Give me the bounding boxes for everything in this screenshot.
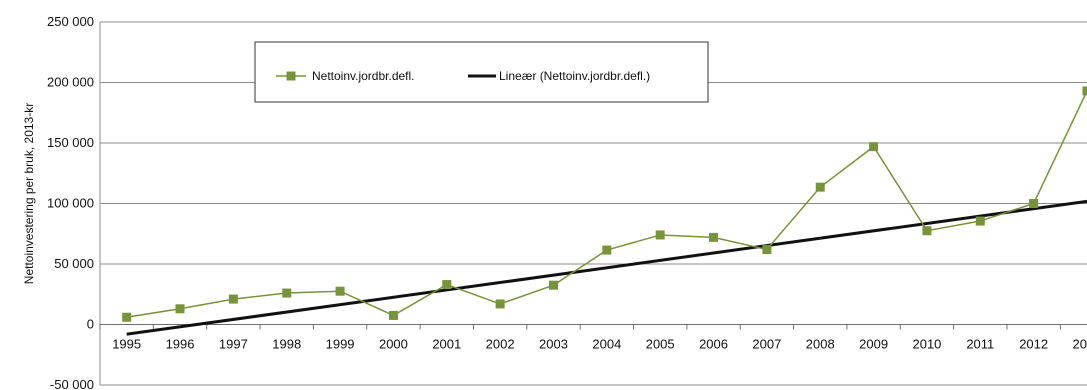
y-tick-label: 150 000 <box>47 135 94 150</box>
data-point <box>815 182 825 192</box>
y-tick-label: -50 000 <box>50 377 94 390</box>
x-tick-label: 1996 <box>166 337 195 352</box>
data-line <box>126 90 1087 318</box>
x-tick-label: 2008 <box>806 337 835 352</box>
data-point <box>922 226 932 236</box>
data-point <box>335 286 345 296</box>
legend-box <box>254 41 709 103</box>
data-point <box>388 310 398 320</box>
legend-label-trend: Lineær (Nettoinv.jordbr.defl.) <box>499 69 650 83</box>
x-tick-label: 1999 <box>326 337 355 352</box>
x-tick-label: 2011 <box>966 337 994 352</box>
x-tick-label: 2003 <box>539 337 568 352</box>
y-tick-label: 200 000 <box>47 75 94 90</box>
x-tick-label: 1995 <box>112 337 141 352</box>
data-point <box>175 304 185 314</box>
data-point <box>655 230 665 240</box>
data-point <box>602 245 612 255</box>
data-point <box>548 280 558 290</box>
axes: 250 000 200 000 150 000 100 000 50 000 0 -50 0… <box>22 14 1087 390</box>
x-tick-label: 2001 <box>432 337 461 352</box>
x-tick-label: 2002 <box>486 337 515 352</box>
y-tick-label: 50 000 <box>54 256 94 271</box>
x-tick-label: 2013 <box>1073 337 1087 352</box>
x-tick-label: 2004 <box>592 337 621 352</box>
data-point <box>975 216 985 226</box>
trendline <box>126 199 1087 336</box>
data-point <box>122 312 132 322</box>
y-tick-label: 0 <box>87 317 94 332</box>
x-tick-label: 2009 <box>859 337 888 352</box>
legend: Nettoinv.jordbr.defl. Lineær (Nettoinv.jo… <box>254 41 709 103</box>
data-point <box>228 294 238 304</box>
x-tick-label: 2006 <box>699 337 728 352</box>
series <box>122 86 1087 336</box>
data-point <box>282 288 292 298</box>
data-point <box>762 244 772 254</box>
x-tick-label: 2000 <box>379 337 408 352</box>
data-point <box>1029 199 1039 208</box>
x-tick-label: 1998 <box>272 337 301 352</box>
y-axis-title: Nettoinvestering per bruk, 2013-kr <box>22 103 36 284</box>
x-tick-label: 2010 <box>912 337 941 352</box>
x-tick-label: 2007 <box>752 337 781 352</box>
data-point <box>442 280 452 290</box>
y-tick-label: 250 000 <box>47 14 94 29</box>
data-point <box>1082 86 1087 96</box>
data-point <box>709 232 719 242</box>
data-point <box>495 299 505 309</box>
x-tick-label: 2005 <box>646 337 675 352</box>
y-tick-label: 100 000 <box>47 196 94 211</box>
legend-label-data: Nettoinv.jordbr.defl. <box>312 69 415 83</box>
legend-marker-data <box>286 71 296 81</box>
x-tick-label: 2012 <box>1019 337 1048 352</box>
x-tick-label: 1997 <box>219 337 248 352</box>
data-point <box>869 142 879 152</box>
